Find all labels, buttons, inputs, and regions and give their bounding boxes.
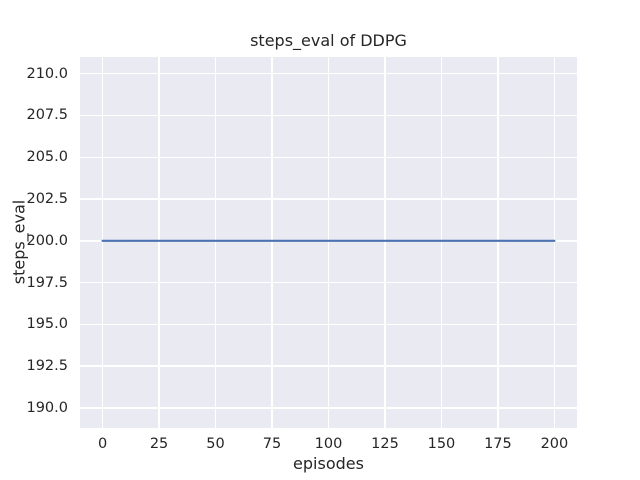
x-tick-label: 25: [149, 436, 169, 452]
y-tick-label: 200.0: [26, 232, 68, 249]
x-tick-label: 75: [262, 436, 282, 452]
x-axis-label: episodes: [293, 454, 364, 473]
gridline-vertical: [553, 57, 556, 428]
y-tick-label: 207.5: [26, 107, 68, 124]
gridline-horizontal: [80, 73, 577, 75]
series-layer: [101, 239, 556, 242]
gridline-horizontal: [80, 281, 577, 284]
gridline-horizontal: [80, 114, 577, 117]
y-tick-label: 210.0: [26, 65, 68, 82]
gridline-horizontal: [80, 407, 577, 409]
gridline-vertical: [497, 57, 499, 428]
y-tick-label: 192.5: [26, 358, 68, 375]
gridline-vertical: [327, 57, 330, 428]
plot-area: [80, 57, 577, 428]
gridline-vertical: [384, 57, 386, 428]
x-tick-label: 125: [371, 436, 399, 452]
gridline-vertical: [214, 57, 217, 428]
y-tick-label: 190.0: [26, 399, 68, 416]
y-tick-label: 195.0: [26, 316, 68, 333]
x-tick-label: 0: [97, 436, 108, 452]
gridline-horizontal: [80, 323, 577, 326]
y-tick-label: 197.5: [26, 274, 68, 291]
gridline-vertical: [158, 57, 160, 428]
gridline-vertical: [440, 57, 443, 428]
x-tick-label: 150: [427, 436, 456, 452]
x-tick-label: 50: [206, 436, 225, 452]
chart-title: steps_eval of DDPG: [250, 31, 407, 50]
gridline-vertical: [101, 57, 104, 428]
gridline-horizontal: [80, 365, 577, 367]
x-tick-label: 175: [484, 436, 512, 452]
x-tick-label: 200: [540, 436, 569, 452]
y-tick-label: 205.0: [26, 149, 68, 166]
y-tick-label: 202.5: [26, 191, 68, 208]
gridline-horizontal: [80, 198, 577, 200]
gridline-horizontal: [80, 156, 577, 158]
gridline-vertical: [271, 57, 273, 428]
x-tick-label: 100: [314, 436, 343, 452]
